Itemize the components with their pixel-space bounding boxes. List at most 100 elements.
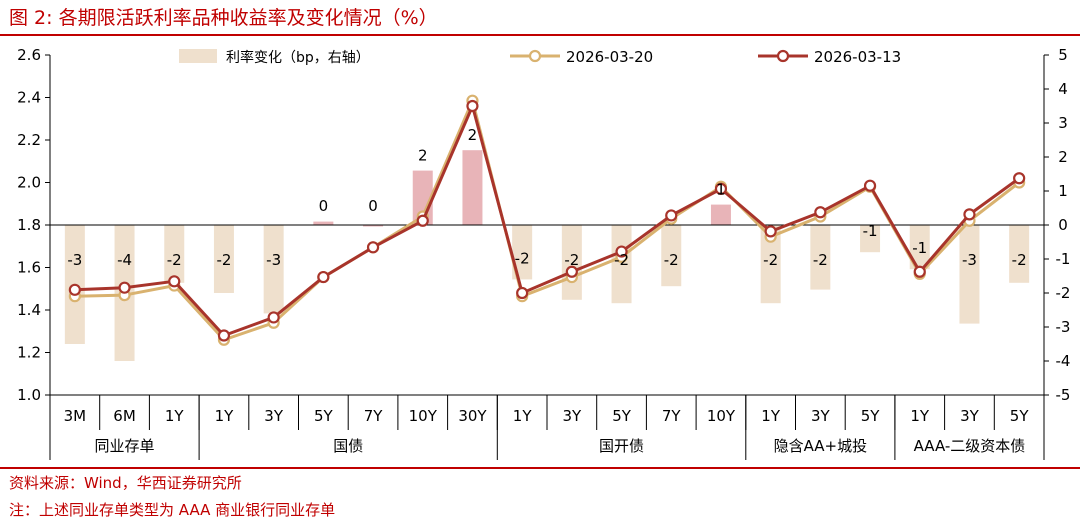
line-point <box>565 265 578 278</box>
line-point <box>416 214 429 227</box>
y-left-tick-label: 1.4 <box>17 301 41 319</box>
title-rule <box>0 34 1080 36</box>
x-tick-label: 7Y <box>662 407 682 425</box>
line-point <box>714 182 728 195</box>
x-tick-label: 6M <box>113 407 136 425</box>
y-right-tick-label: -4 <box>1056 352 1071 370</box>
bar-data-label: -2 <box>614 251 629 269</box>
bar-data-label: 1 <box>716 181 726 199</box>
bar <box>164 225 185 283</box>
x-tick-label: 1Y <box>513 407 533 425</box>
bar <box>1009 225 1030 283</box>
x-tick-label: 5Y <box>1010 407 1030 425</box>
bar-data-label: -2 <box>564 251 579 269</box>
source-note: 资料来源：Wind，华西证券研究所 <box>9 474 242 492</box>
line-point <box>516 286 529 300</box>
line-point <box>615 245 628 258</box>
bar-data-label: 0 <box>368 197 378 215</box>
figure-title: 图 2: 各期限活跃利率品种收益率及变化情况（%） <box>9 7 438 29</box>
x-tick-label: 30Y <box>458 407 487 425</box>
bar <box>909 225 930 270</box>
x-tick-label: 10Y <box>707 407 736 425</box>
y-left-tick-label: 2.2 <box>17 131 41 149</box>
group-label: AAA-二级资本债 <box>914 437 1026 455</box>
bar-data-label: -2 <box>664 251 679 269</box>
bar-data-label: -2 <box>1012 251 1027 269</box>
x-tick-label: 1Y <box>165 407 185 425</box>
y-right-tick-label: 1 <box>1058 182 1068 200</box>
footer-rule <box>0 467 1080 469</box>
bar-data-label: -4 <box>117 251 132 269</box>
x-tick-label: 1Y <box>761 407 781 425</box>
bar-data-label: -2 <box>515 249 530 267</box>
x-tick-label: 10Y <box>409 407 438 425</box>
bar-data-label: 2 <box>418 147 428 165</box>
bar-data-label: -1 <box>912 239 927 257</box>
y-left-tick-label: 2.6 <box>17 46 41 64</box>
line-point <box>366 241 380 254</box>
bar <box>313 221 334 225</box>
bar <box>611 225 632 304</box>
line-layer <box>68 94 1026 346</box>
bar <box>810 225 831 290</box>
group-label: 隐含AA+城投 <box>774 437 868 455</box>
line-point <box>68 283 81 296</box>
bar-data-label: 2 <box>468 126 478 144</box>
y-right-tick-label: 5 <box>1058 46 1068 64</box>
bar-data-label: -1 <box>863 222 878 240</box>
x-tick-label: 1Y <box>910 407 930 425</box>
line-point <box>913 265 926 278</box>
y-right-tick-label: 0 <box>1058 216 1068 234</box>
legend-line-marker <box>528 49 542 63</box>
legend-bar-swatch <box>179 49 217 63</box>
y-right-tick-label: 3 <box>1058 114 1068 132</box>
line-point <box>963 208 976 221</box>
bar <box>710 204 731 225</box>
bar-data-label: -2 <box>167 251 182 269</box>
legend-line-label: 2026-03-20 <box>566 48 653 66</box>
bar <box>661 225 682 287</box>
chart: 1.0 1.2 1.4 1.6 1.8 2.0 2.2 2.4 2.6 -5 -4 -3 -2 -1 0 1 2… <box>17 46 1071 460</box>
line-point <box>118 281 131 294</box>
bar-data-label: -2 <box>763 251 778 269</box>
line-point <box>168 275 181 288</box>
x-tick-label: 3Y <box>264 407 284 425</box>
bar-data-label: -3 <box>962 251 977 269</box>
y-left-tick-label: 1.2 <box>17 344 41 362</box>
y-left-tick-label: 2.4 <box>17 89 41 107</box>
y-left-tick-label: 1.6 <box>17 259 41 277</box>
x-tick-label: 5Y <box>612 407 632 425</box>
group-label: 国开债 <box>599 437 644 455</box>
y-left-tick-label: 2.0 <box>17 174 41 192</box>
y-right-tick-label: -1 <box>1056 250 1071 268</box>
bar-layer <box>64 150 1030 361</box>
line-point <box>466 99 479 113</box>
data-label-layer: -3 -4 -2 -2 -3 0 0 2 2 -2 -2 -2 -2 1 -2 -2 -1 -1 -3 -2 <box>67 126 1026 269</box>
line-series-1 <box>74 96 1021 342</box>
line-point <box>764 225 777 238</box>
line-point <box>814 206 827 219</box>
x-tick-label: 3Y <box>960 407 980 425</box>
y-right-tick-label: 4 <box>1058 80 1068 98</box>
y-right-tick-label: -2 <box>1056 284 1071 302</box>
legend-line-label: 2026-03-13 <box>814 48 901 66</box>
line-point <box>217 329 231 342</box>
legend-line-marker <box>776 49 790 63</box>
bar <box>263 225 284 314</box>
y-left-tick-label: 1.8 <box>17 216 41 234</box>
bar-data-label: -3 <box>67 251 82 269</box>
legend: 利率变化（bp，右轴） 2026-03-20 2026-03-13 <box>179 48 901 66</box>
bar-data-label: -2 <box>813 251 828 269</box>
y-right-tick-label: 2 <box>1058 148 1068 166</box>
x-tick-label: 1Y <box>215 407 235 425</box>
line-point <box>267 311 280 324</box>
bar <box>959 225 980 324</box>
x-tick-label: 3Y <box>562 407 582 425</box>
x-tick-label: 5Y <box>861 407 881 425</box>
line-point <box>317 270 330 284</box>
y-left-tick-label: 1.0 <box>17 386 41 404</box>
y-right-tick-label: -5 <box>1056 386 1071 404</box>
bar-data-label: 0 <box>319 197 329 215</box>
legend-bar-label: 利率变化（bp，右轴） <box>226 49 370 66</box>
bar <box>363 225 384 227</box>
